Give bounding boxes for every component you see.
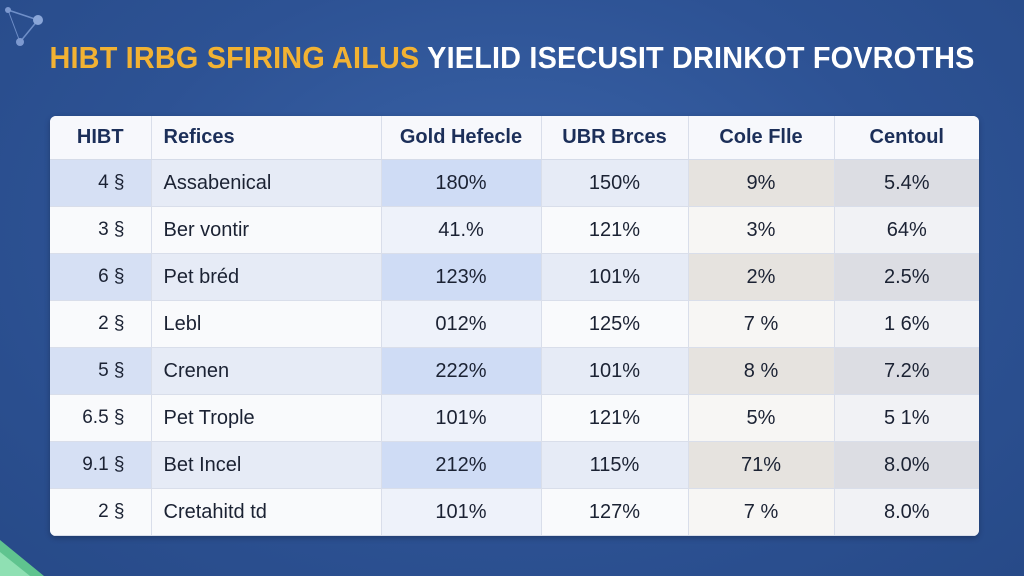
page-title: HIBT IRBG SFIRING AILUS YIELID ISECUSIT … [36, 40, 988, 76]
row-name: Pet Trople [150, 394, 381, 442]
header-centoul: Centoul [833, 116, 979, 160]
table-row: 3 § Ber vontir 41.% 121% 3% 64% [50, 206, 979, 254]
cole-value: 71% [687, 441, 834, 489]
cole-value: 7 % [687, 300, 834, 348]
row-index: 2 § [50, 488, 151, 536]
cole-value: 8 % [687, 347, 834, 395]
ubr-value: 115% [540, 441, 688, 489]
gold-value: 222% [380, 347, 541, 395]
gold-value: 180% [380, 159, 541, 207]
title-part-accent: HIBT IRBG SFIRING AILUS [49, 40, 420, 75]
gold-value: 101% [380, 488, 541, 536]
corner-leaf-icon [0, 540, 44, 576]
gold-value: 212% [380, 441, 541, 489]
row-index: 4 § [50, 159, 151, 207]
header-gold: Gold Hefecle [380, 116, 541, 160]
gold-value: 101% [380, 394, 541, 442]
centoul-value: 8.0% [833, 441, 979, 489]
table-row: 9.1 § Bet Incel 212% 115% 71% 8.0% [50, 441, 979, 489]
row-name: Pet bréd [150, 253, 381, 301]
row-index: 6 § [50, 253, 151, 301]
ubr-value: 125% [540, 300, 688, 348]
centoul-value: 5.4% [833, 159, 979, 207]
row-name: Assabenical [150, 159, 381, 207]
centoul-value: 8.0% [833, 488, 979, 536]
ubr-value: 121% [540, 394, 688, 442]
header-hibt: HIBT [50, 116, 151, 160]
ubr-value: 101% [540, 347, 688, 395]
gold-value: 012% [380, 300, 541, 348]
cole-value: 2% [687, 253, 834, 301]
row-index: 5 § [50, 347, 151, 395]
gold-value: 41.% [380, 206, 541, 254]
centoul-value: 5 1% [833, 394, 979, 442]
table-row: 4 § Assabenical 180% 150% 9% 5.4% [50, 159, 979, 207]
data-table: HIBT Refices Gold Hefecle UBR Brces Cole… [50, 116, 979, 536]
title-part-main: YIELID ISECUSIT DRINKOT FOVROTHS [427, 40, 975, 75]
centoul-value: 2.5% [833, 253, 979, 301]
table-header-row: HIBT Refices Gold Hefecle UBR Brces Cole… [50, 116, 979, 160]
ubr-value: 127% [540, 488, 688, 536]
gold-value: 123% [380, 253, 541, 301]
ubr-value: 101% [540, 253, 688, 301]
header-ubr: UBR Brces [540, 116, 688, 160]
table-row: 6 § Pet bréd 123% 101% 2% 2.5% [50, 253, 979, 301]
table-row: 2 § Cretahitd td 101% 127% 7 % 8.0% [50, 488, 979, 536]
header-cole: Cole Flle [687, 116, 834, 160]
row-name: Cretahitd td [150, 488, 381, 536]
ubr-value: 121% [540, 206, 688, 254]
network-decoration-icon [5, 7, 43, 46]
cole-value: 5% [687, 394, 834, 442]
table-row: 6.5 § Pet Trople 101% 121% 5% 5 1% [50, 394, 979, 442]
cole-value: 7 % [687, 488, 834, 536]
row-name: Bet Incel [150, 441, 381, 489]
row-index: 3 § [50, 206, 151, 254]
ubr-value: 150% [540, 159, 688, 207]
cole-value: 3% [687, 206, 834, 254]
data-table-card: HIBT Refices Gold Hefecle UBR Brces Cole… [50, 116, 979, 536]
row-index: 6.5 § [50, 394, 151, 442]
table-row: 5 § Crenen 222% 101% 8 % 7.2% [50, 347, 979, 395]
centoul-value: 1 6% [833, 300, 979, 348]
table-row: 2 § Lebl 012% 125% 7 % 1 6% [50, 300, 979, 348]
header-refices: Refices [150, 116, 381, 160]
row-name: Ber vontir [150, 206, 381, 254]
row-name: Lebl [150, 300, 381, 348]
cole-value: 9% [687, 159, 834, 207]
row-index: 9.1 § [50, 441, 151, 489]
row-index: 2 § [50, 300, 151, 348]
row-name: Crenen [150, 347, 381, 395]
centoul-value: 64% [833, 206, 979, 254]
centoul-value: 7.2% [833, 347, 979, 395]
